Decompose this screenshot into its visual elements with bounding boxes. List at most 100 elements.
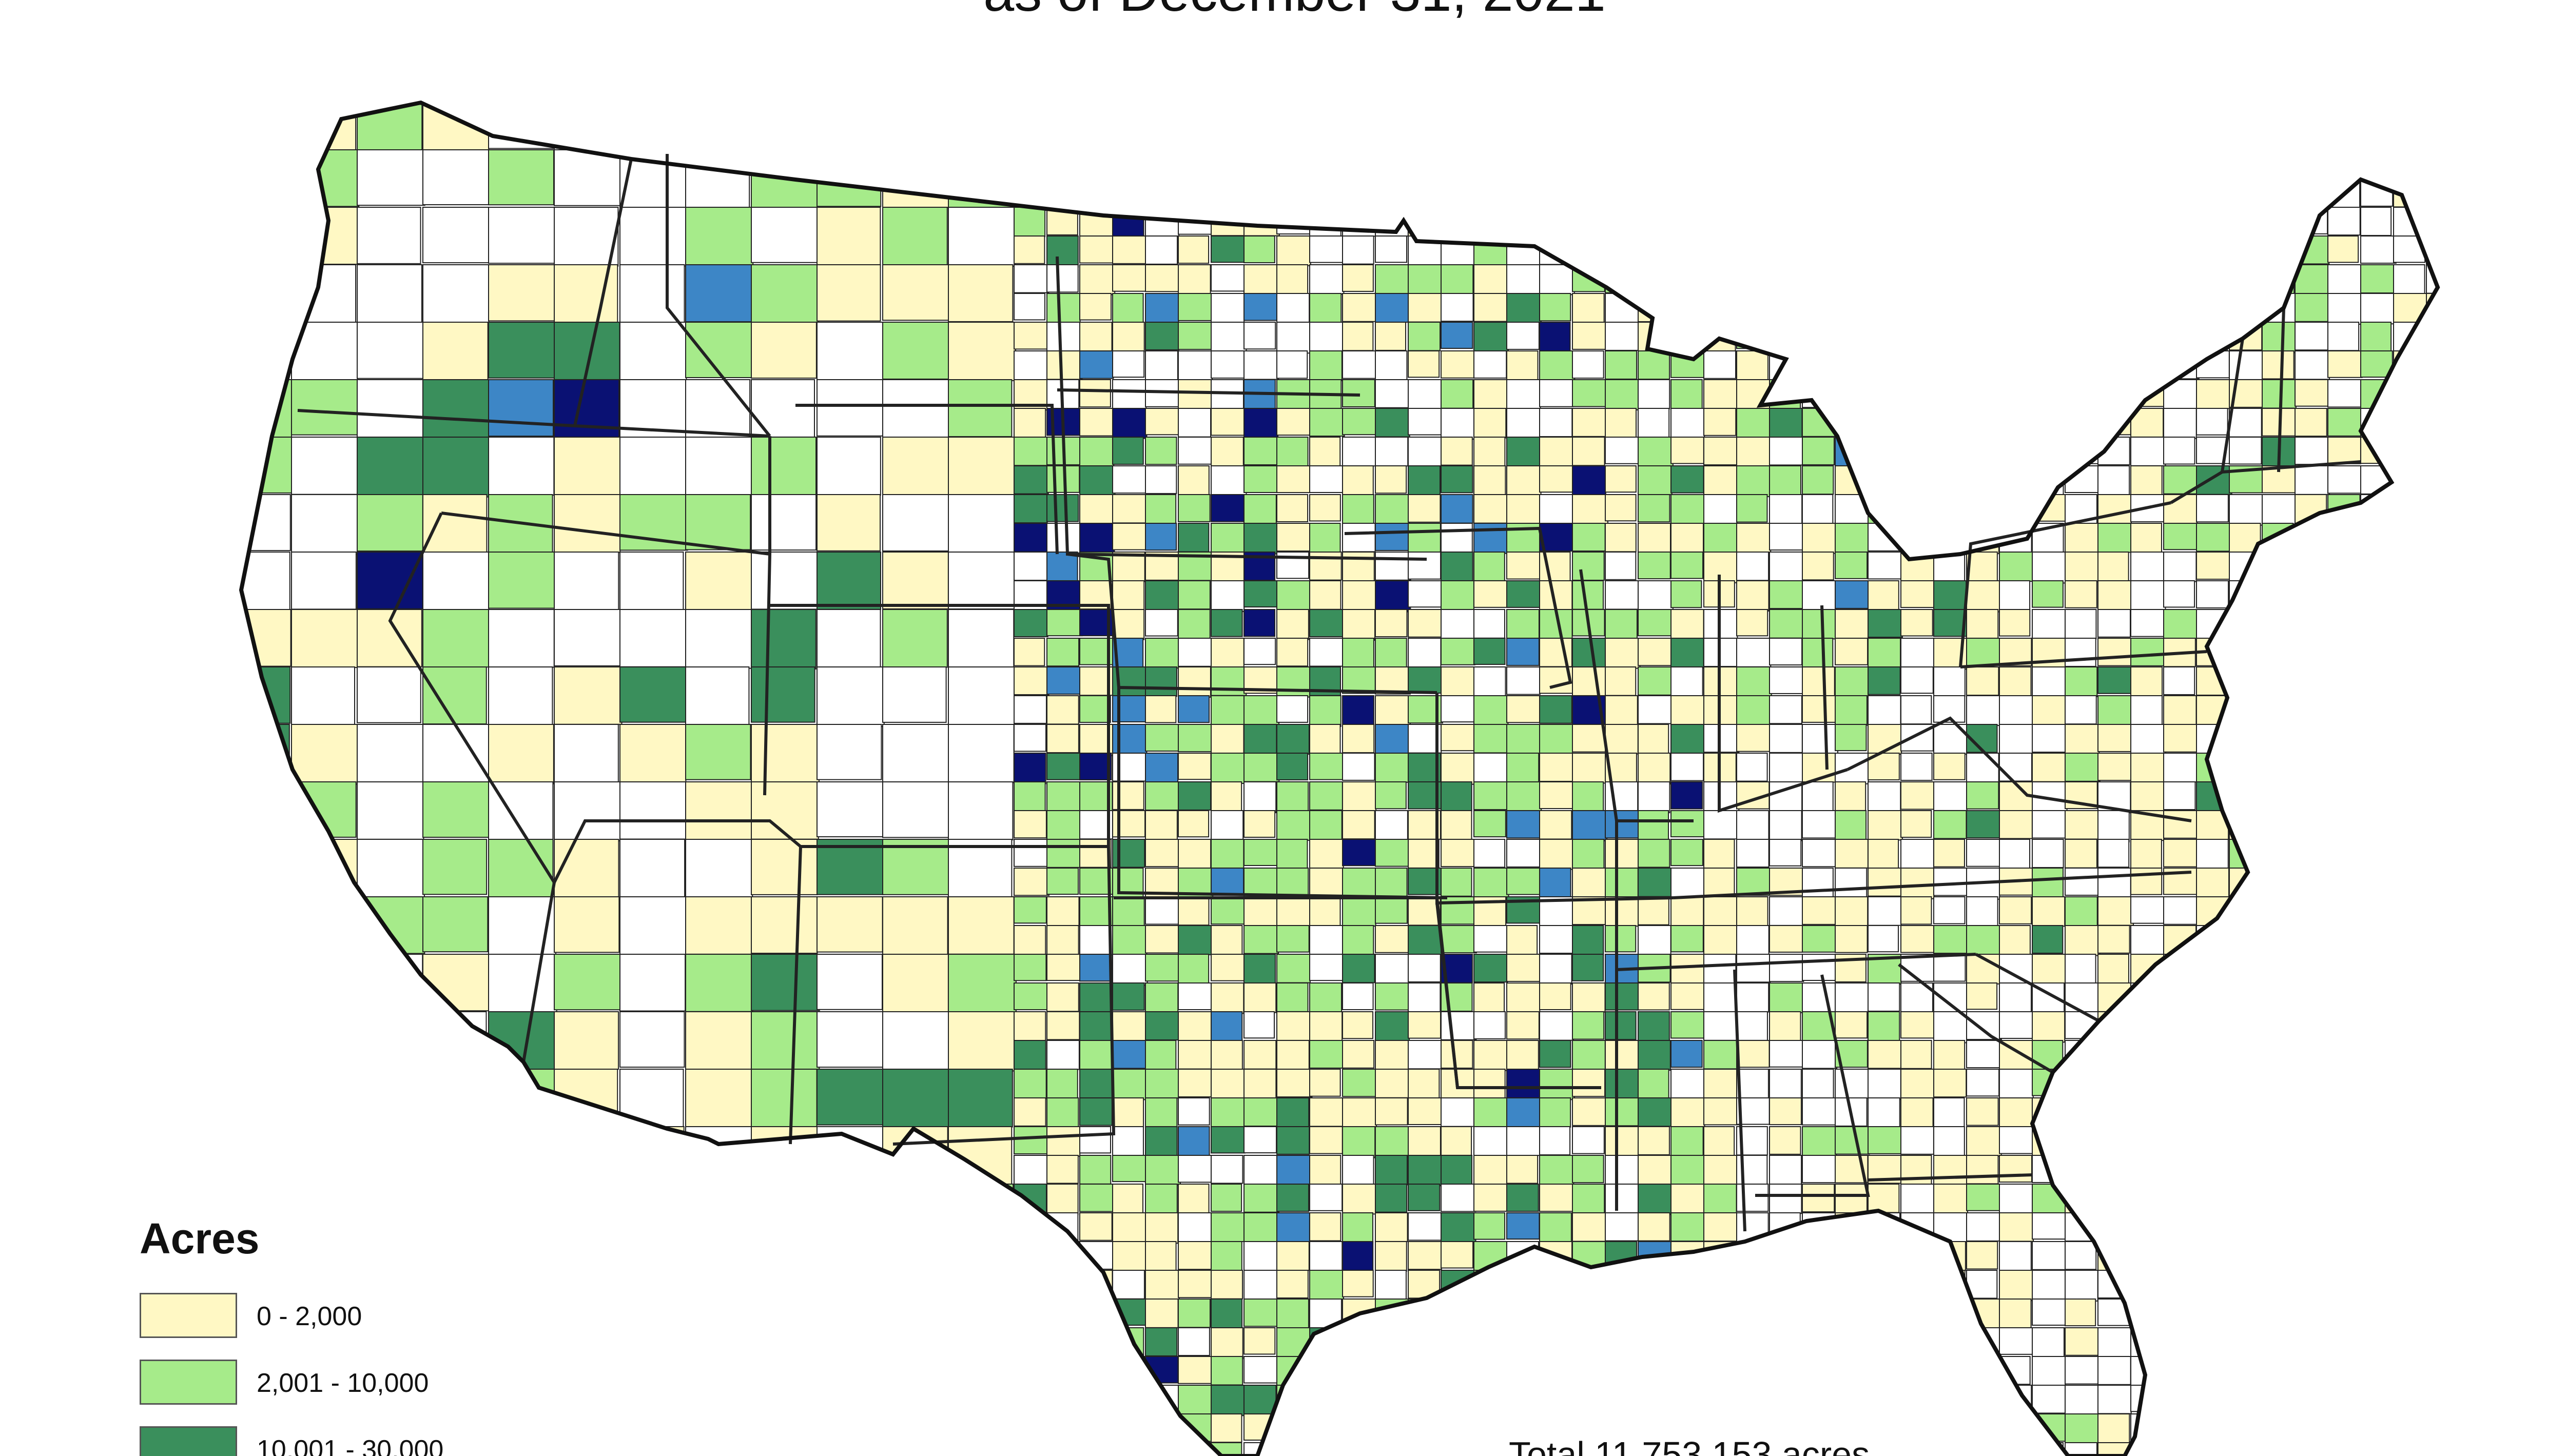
county-cell — [1605, 1298, 1639, 1328]
county-cell — [2393, 264, 2425, 296]
county-cell — [882, 1241, 949, 1297]
county-cell — [1736, 1327, 1769, 1355]
county-cell — [291, 1126, 357, 1184]
county-cell — [1112, 103, 1146, 122]
county-cell — [1375, 1270, 1407, 1302]
county-cell — [1605, 1097, 1641, 1127]
county-cell — [1342, 178, 1374, 207]
county-cell — [1868, 1270, 1902, 1297]
county-cell — [1999, 695, 2033, 726]
county-cell — [2295, 1155, 2330, 1187]
county-cell — [1243, 1270, 1279, 1302]
county-cell — [2065, 1097, 2098, 1129]
county-cell — [685, 666, 750, 726]
county-cell — [1211, 1126, 1246, 1154]
county-cell — [1769, 810, 1802, 841]
county-cell — [291, 437, 360, 495]
county-cell — [1638, 839, 1670, 868]
county-cell — [1933, 322, 1967, 351]
county-cell — [1703, 982, 1736, 1013]
county-cell — [2426, 982, 2438, 1013]
county-cell — [1933, 896, 1966, 924]
county-cell — [1441, 1442, 1473, 1456]
county-cell — [2130, 437, 2166, 466]
county-cell — [1736, 465, 1772, 498]
county-cell — [2130, 350, 2163, 383]
county-cell — [1243, 753, 1280, 782]
county-cell — [1736, 1356, 1770, 1386]
county-cell — [1539, 1212, 1572, 1244]
county-cell — [2459, 523, 2491, 553]
county-cell — [1243, 1011, 1275, 1039]
county-cell — [2163, 293, 2195, 325]
county-cell — [1802, 1126, 1837, 1157]
county-cell — [2295, 1212, 2328, 1244]
county-cell — [1736, 753, 1768, 782]
county-cell — [619, 896, 687, 956]
county-cell — [1375, 465, 1407, 494]
county-cell — [291, 494, 359, 555]
county-cell — [1539, 925, 1574, 954]
county-cell — [1638, 896, 1669, 926]
county-cell — [2196, 103, 2232, 124]
county-cell — [1079, 1385, 1114, 1415]
county-cell — [1670, 896, 1704, 928]
county-cell — [1605, 1184, 1639, 1214]
county-cell — [1802, 103, 1837, 122]
county-cell — [1900, 1356, 1936, 1386]
county-cell — [1638, 178, 1673, 209]
county-cell — [751, 552, 818, 610]
county-cell — [1703, 1298, 1739, 1329]
county-cell — [1605, 552, 1637, 580]
county-cell — [1572, 207, 1608, 235]
county-cell — [1243, 207, 1280, 237]
county-cell — [1014, 552, 1048, 581]
county-cell — [291, 103, 357, 152]
county-cell — [2459, 322, 2491, 349]
county-cell — [1802, 1270, 1837, 1302]
county-cell — [1243, 724, 1277, 756]
county-cell — [554, 724, 619, 785]
county-cell — [2097, 207, 2130, 238]
county-cell — [1736, 1097, 1770, 1125]
county-cell — [1408, 666, 1444, 694]
county-cell — [1933, 523, 1970, 552]
county-cell — [2097, 1413, 2130, 1444]
county-cell — [1178, 465, 1210, 496]
county-cell — [2196, 1442, 2230, 1456]
county-cell — [1309, 293, 1342, 323]
county-cell — [1014, 638, 1045, 666]
county-cell — [1900, 1413, 1932, 1442]
county-cell — [1441, 1097, 1477, 1127]
county-cell — [1145, 465, 1177, 494]
county-cell — [1276, 724, 1310, 755]
county-cell — [2360, 322, 2392, 354]
county-cell — [422, 494, 488, 554]
county-cell — [291, 1069, 357, 1128]
county-cell — [1441, 523, 1473, 555]
county-cell — [2130, 695, 2163, 727]
county-cell — [1703, 1155, 1738, 1187]
county-cell — [2130, 523, 2162, 555]
county-cell — [1145, 1212, 1179, 1244]
county-cell — [1605, 1126, 1639, 1158]
county-cell — [1572, 982, 1606, 1013]
county-cell — [2032, 149, 2064, 182]
county-cell — [2130, 552, 2166, 583]
county-cell — [1441, 149, 1476, 182]
county-cell — [685, 264, 752, 323]
county-cell — [1046, 695, 1079, 725]
county-cell — [1014, 465, 1049, 495]
county-cell — [2130, 178, 2162, 210]
county-cell — [1539, 437, 1574, 468]
county-cell — [2097, 149, 2130, 181]
county-cell — [2393, 293, 2428, 325]
county-cell — [1178, 1184, 1210, 1214]
county-cell — [2327, 1069, 2362, 1099]
county-cell — [1539, 207, 1575, 238]
county-cell — [1605, 121, 1639, 151]
county-cell — [1933, 1040, 1966, 1072]
county-cell — [1966, 465, 2002, 498]
county-cell — [1243, 408, 1279, 440]
county-cell — [1539, 379, 1574, 407]
